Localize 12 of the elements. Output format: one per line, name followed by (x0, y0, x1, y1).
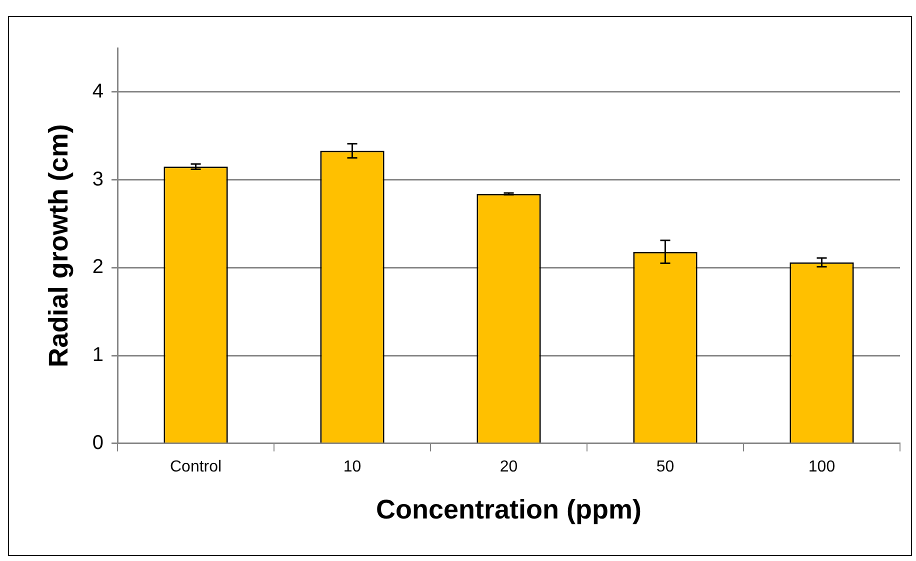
x-tick-label: 50 (656, 458, 674, 476)
y-tick-label: 3 (92, 168, 104, 190)
y-axis-title: Radial growth (cm) (44, 124, 74, 368)
y-tick-label: 4 (92, 80, 104, 102)
x-tick-label: 100 (808, 458, 836, 476)
x-tick-label: 10 (343, 458, 362, 476)
y-tick-label: 0 (92, 432, 104, 454)
x-tick-label: Control (170, 458, 222, 476)
x-tick-label: 20 (500, 458, 518, 476)
y-tick-label: 1 (92, 344, 104, 366)
y-tick-label: 2 (92, 256, 104, 278)
x-axis-title: Concentration (ppm) (376, 494, 642, 524)
